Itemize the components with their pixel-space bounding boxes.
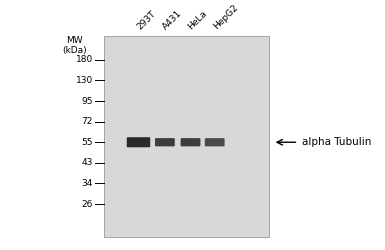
Text: 293T: 293T: [135, 9, 157, 31]
Text: 72: 72: [82, 117, 93, 126]
Text: 130: 130: [76, 76, 93, 85]
Text: 43: 43: [82, 158, 93, 167]
Text: 34: 34: [82, 179, 93, 188]
Text: 26: 26: [82, 200, 93, 208]
Text: 55: 55: [82, 138, 93, 147]
Text: alpha Tubulin: alpha Tubulin: [302, 137, 372, 147]
Text: A431: A431: [161, 8, 184, 31]
FancyBboxPatch shape: [155, 138, 175, 146]
Text: 95: 95: [82, 96, 93, 106]
FancyBboxPatch shape: [181, 138, 201, 146]
Text: HeLa: HeLa: [186, 9, 209, 31]
Text: HepG2: HepG2: [212, 3, 240, 31]
FancyBboxPatch shape: [205, 138, 224, 146]
Bar: [104, 36, 269, 237]
Text: 180: 180: [76, 56, 93, 64]
FancyBboxPatch shape: [127, 137, 150, 147]
Text: MW
(kDa): MW (kDa): [62, 36, 87, 55]
